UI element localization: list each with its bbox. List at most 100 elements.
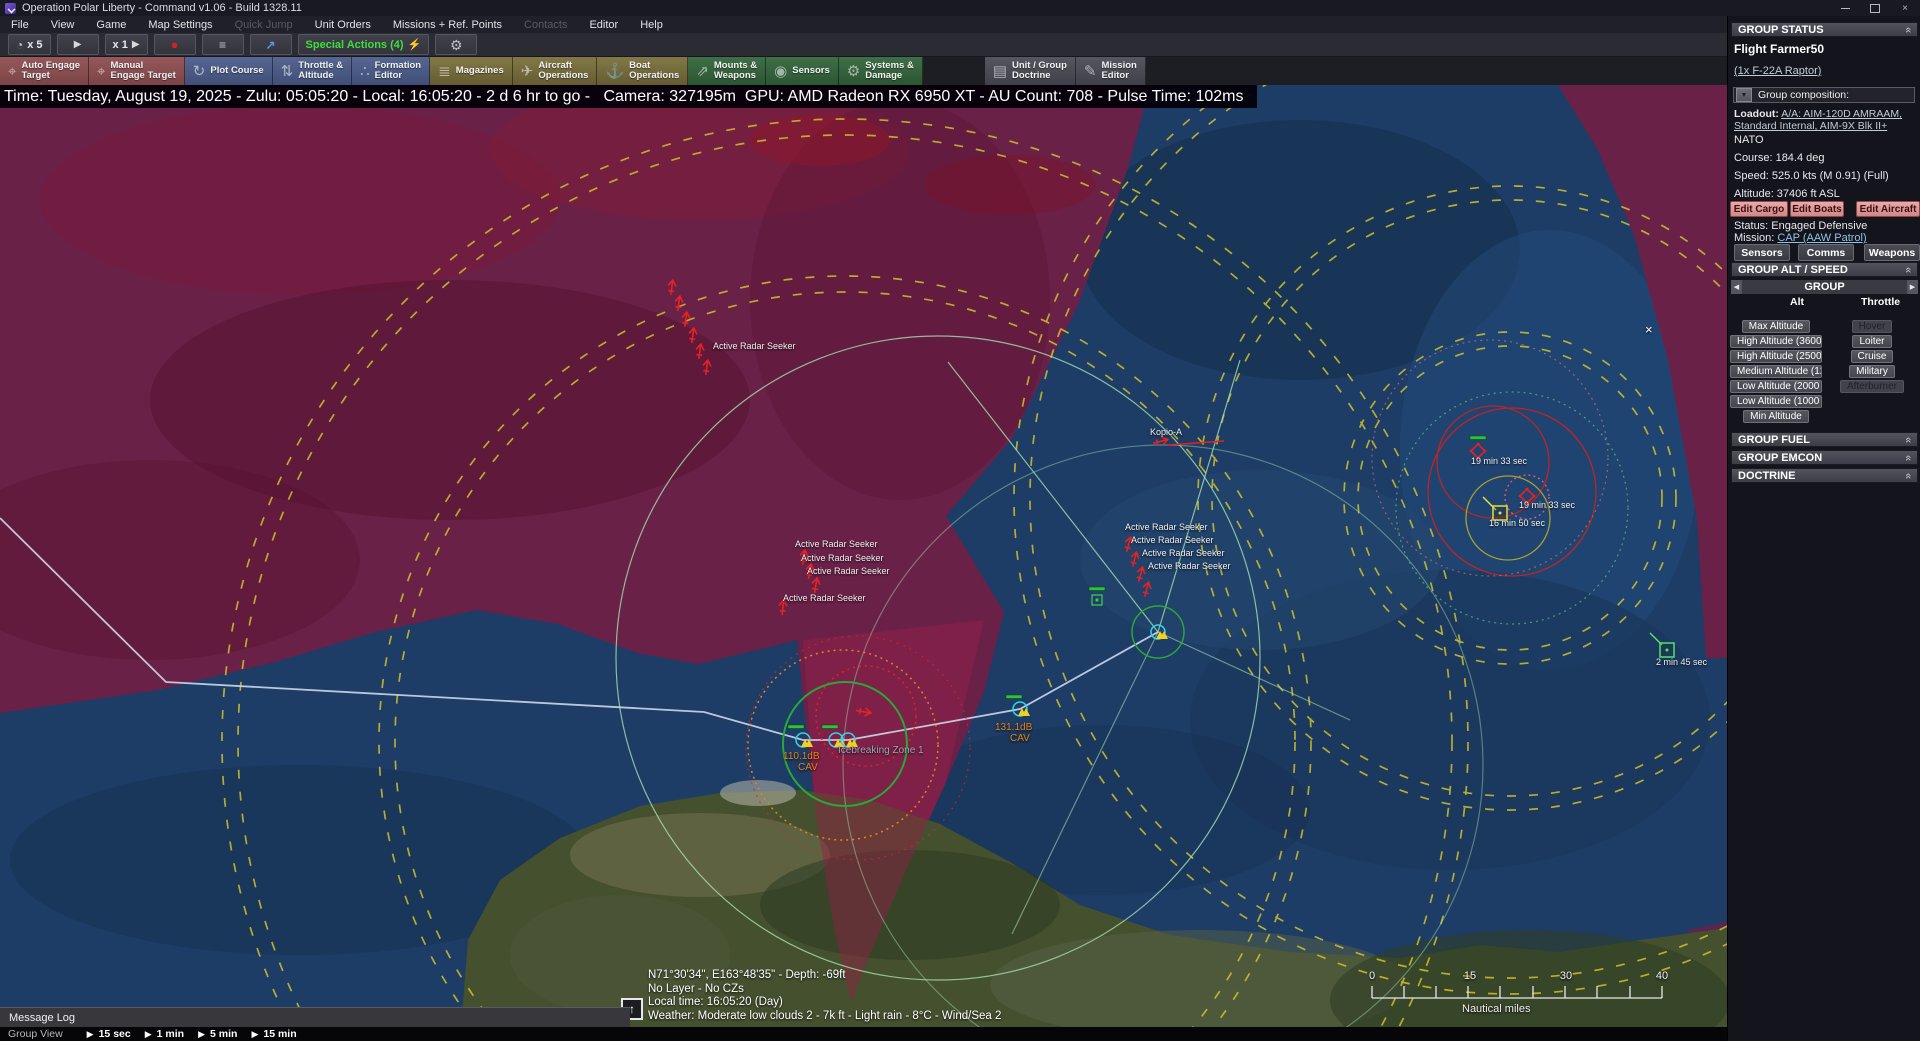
- menu-contacts[interactable]: Contacts: [524, 18, 568, 31]
- alt-low-altitude-1000-ft-button[interactable]: Low Altitude (1000 ft): [1730, 395, 1822, 408]
- auto-engage-target-icon: ⌖: [8, 62, 17, 80]
- alt-low-altitude-2000-ft-button[interactable]: Low Altitude (2000 ft): [1730, 380, 1822, 393]
- play-icon: ▶: [131, 38, 140, 50]
- menu-map-settings[interactable]: Map Settings: [148, 18, 213, 31]
- menu-editor[interactable]: Editor: [589, 18, 619, 31]
- formation-editor-button[interactable]: ∴ Formation Editor: [352, 57, 431, 85]
- alt-column-header: Alt: [1790, 296, 1804, 308]
- magazines-label: Magazines: [455, 65, 504, 76]
- minimize-button[interactable]: [1830, 0, 1860, 16]
- doctrine-header[interactable]: DOCTRINE «: [1731, 468, 1918, 483]
- time-compression-button[interactable]: ◔ x 5: [8, 34, 51, 55]
- collapse-icon: «: [1901, 472, 1914, 479]
- maximize-button[interactable]: [1860, 0, 1890, 16]
- group-composition-link[interactable]: (1x F-22A Raptor): [1734, 65, 1822, 77]
- manual-engage-target-button[interactable]: ⌖ Manual Engage Target: [89, 57, 185, 85]
- group-view-label[interactable]: Group View: [8, 1028, 63, 1040]
- unit-group-doctrine-button[interactable]: ▤ Unit / Group Doctrine: [984, 57, 1076, 85]
- boat-operations-button[interactable]: ⚓ Boat Operations: [597, 57, 689, 85]
- alt-max-altitude-button[interactable]: Max Altitude: [1741, 320, 1811, 333]
- edit-boats-button[interactable]: Edit Boats: [1790, 201, 1844, 217]
- alt-medium-altitude-12000-ft-button[interactable]: Medium Altitude (12000 ft): [1730, 365, 1822, 378]
- step-1-min-button[interactable]: 1 min: [156, 1028, 185, 1040]
- menu-quick-jump[interactable]: Quick Jump: [234, 18, 293, 31]
- close-button[interactable]: ×: [1902, 2, 1908, 14]
- menu-unit-orders[interactable]: Unit Orders: [314, 18, 371, 31]
- scale-tick-label: 30: [1559, 970, 1573, 982]
- bar-symbol[interactable]: [1005, 694, 1023, 699]
- step-15-sec-button[interactable]: 15 sec: [98, 1028, 131, 1040]
- mission-link[interactable]: CAP (AAW Patrol): [1777, 232, 1867, 244]
- systems-damage-button[interactable]: ⚙ Systems & Damage: [838, 57, 923, 85]
- aircraft-operations-button[interactable]: ✈ Aircraft Operations: [512, 57, 598, 85]
- bar-symbol[interactable]: [787, 724, 805, 729]
- mission-line: Mission: CAP (AAW Patrol): [1734, 232, 1867, 244]
- settings-button[interactable]: ⚙: [435, 34, 478, 55]
- next-group-arrow-icon[interactable]: ▶: [1907, 280, 1918, 294]
- step-play-icon[interactable]: ▶: [144, 1028, 152, 1039]
- play-x1-button-label: x 1: [112, 38, 128, 51]
- flight-name: Flight Farmer50: [1734, 42, 1825, 56]
- sensors-button[interactable]: ◉ Sensors: [766, 57, 839, 85]
- mission-editor-button[interactable]: ✎ Mission Editor: [1075, 57, 1146, 85]
- throttle-cruise-button[interactable]: Cruise: [1850, 350, 1894, 363]
- refyellow-symbol[interactable]: [1492, 505, 1508, 521]
- message-log-bar[interactable]: Message Log: [0, 1007, 630, 1028]
- auto-engage-target-button[interactable]: ⌖ Auto Engage Target: [0, 57, 90, 85]
- group-emcon-header[interactable]: GROUP EMCON «: [1731, 450, 1918, 465]
- jump-button[interactable]: ↗: [249, 34, 292, 55]
- throttle-altitude-button[interactable]: ⇅ Throttle & Altitude: [272, 57, 353, 85]
- step-15-min-button[interactable]: 15 min: [263, 1028, 297, 1040]
- step-play-icon[interactable]: ▶: [86, 1028, 94, 1039]
- group-fuel-header[interactable]: GROUP FUEL «: [1731, 432, 1918, 447]
- weapons-tab-button[interactable]: Weapons: [1864, 244, 1920, 261]
- step-5-min-button[interactable]: 5 min: [210, 1028, 238, 1040]
- bar-symbol[interactable]: [1088, 586, 1106, 591]
- menu-file[interactable]: File: [11, 18, 29, 31]
- alt-high-altitude-25000-ft-button[interactable]: High Altitude (25000 ft): [1730, 350, 1822, 363]
- alt-high-altitude-36000-ft-button[interactable]: High Altitude (36000 ft): [1730, 335, 1822, 348]
- menu-view[interactable]: View: [50, 18, 75, 31]
- special-actions-button[interactable]: Special Actions (4) ⚡: [297, 34, 430, 55]
- group-composition-combo[interactable]: ▼ Group composition:: [1733, 87, 1915, 103]
- alt-min-altitude-button[interactable]: Min Altitude: [1743, 410, 1809, 423]
- sensors-tab-button[interactable]: Sensors: [1734, 244, 1790, 261]
- dropdown-icon[interactable]: ▼: [1736, 88, 1752, 102]
- mounts-weapons-label: Mounts & Weapons: [713, 60, 758, 81]
- step-play-icon[interactable]: ▶: [198, 1028, 205, 1039]
- group-alt-speed-header[interactable]: GROUP ALT / SPEED «: [1731, 262, 1918, 277]
- replay-button[interactable]: ≡: [201, 34, 244, 55]
- edit-aircraft-button[interactable]: Edit Aircraft: [1856, 201, 1920, 217]
- prev-group-arrow-icon[interactable]: ◀: [1731, 280, 1742, 294]
- mounts-weapons-button[interactable]: ⇗ Mounts & Weapons: [688, 57, 767, 85]
- info-line: N71°30'34", E163°48'35" - Depth: -69ft: [648, 969, 846, 981]
- bar-symbol[interactable]: [1469, 435, 1487, 440]
- edit-cargo-button[interactable]: Edit Cargo: [1730, 201, 1788, 217]
- throttle-altitude-icon: ⇅: [280, 62, 294, 80]
- auto-engage-target-label: Auto Engage Target: [21, 60, 81, 81]
- throttle-loiter-button[interactable]: Loiter: [1852, 335, 1892, 348]
- menu-game[interactable]: Game: [96, 18, 127, 31]
- menu-bar: File View Game Map Settings Quick Jump Unit O…: [0, 16, 1727, 33]
- title-bar: Operation Polar Liberty - Command v1.06 …: [0, 0, 1920, 16]
- play-x1-button[interactable]: x 1 ▶: [104, 34, 148, 55]
- group-status-header[interactable]: GROUP STATUS «: [1731, 22, 1918, 37]
- record-button[interactable]: ●: [153, 34, 196, 55]
- plot-course-button[interactable]: ↻ Plot Course: [184, 57, 273, 85]
- speed-label: Speed: 525.0 kts (M 0.91) (Full): [1734, 170, 1889, 182]
- step-play-icon[interactable]: ▶: [251, 1028, 259, 1039]
- bar-symbol[interactable]: [821, 724, 839, 729]
- throttle-military-button[interactable]: Military: [1849, 365, 1895, 378]
- menu-missions-ref-points[interactable]: Missions + Ref. Points: [392, 18, 503, 31]
- threat-rings-center: [745, 605, 1185, 861]
- play-button[interactable]: ▶: [56, 34, 99, 55]
- boat-operations-icon: ⚓: [605, 62, 625, 80]
- refgreenbig-symbol[interactable]: [1659, 642, 1675, 658]
- comms-tab-button[interactable]: Comms: [1798, 244, 1854, 261]
- message-log-label: Message Log: [9, 1012, 76, 1024]
- menu-help[interactable]: Help: [640, 18, 663, 31]
- magazines-button[interactable]: ≣ Magazines: [430, 57, 513, 85]
- loadout-link[interactable]: A/A: AIM-120D AMRAAM, Standard Internal,…: [1734, 108, 1903, 132]
- plot-course-icon: ↻: [192, 62, 206, 80]
